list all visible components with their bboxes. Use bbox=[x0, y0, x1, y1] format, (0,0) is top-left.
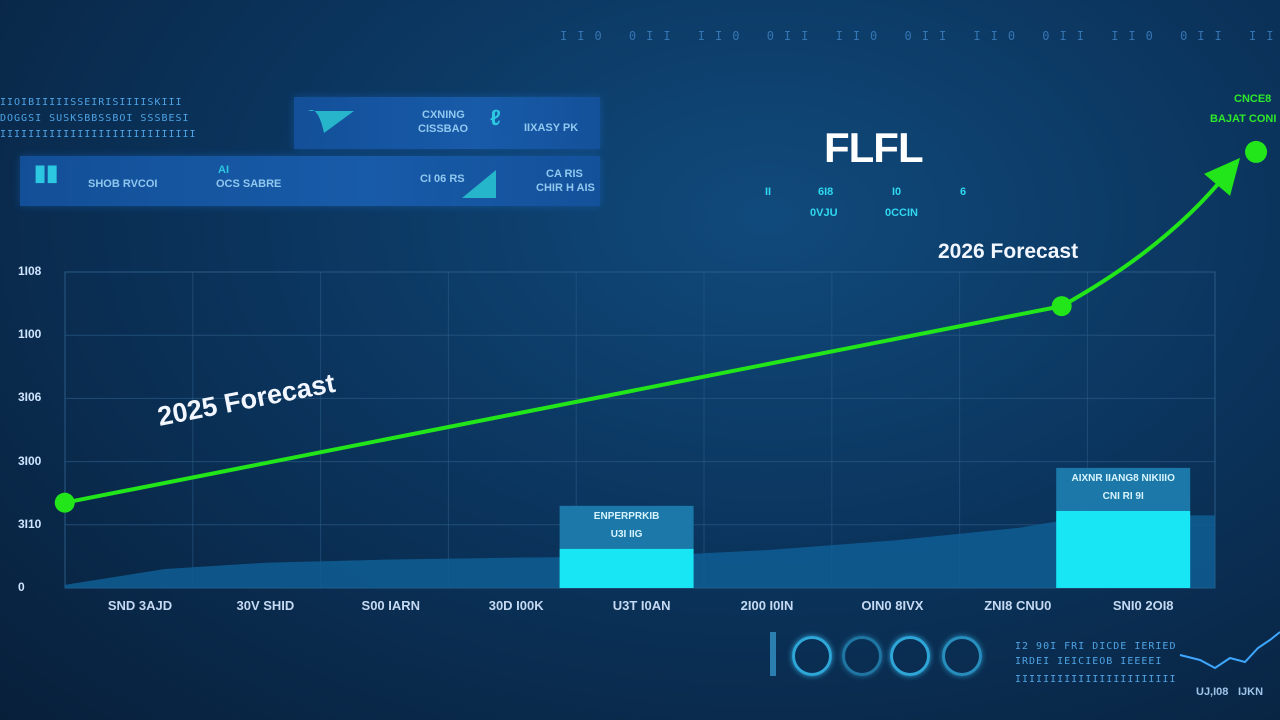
sub-label: 6 bbox=[960, 186, 967, 198]
x-tick-label: SND 3AJD bbox=[107, 598, 173, 613]
divider bbox=[770, 632, 776, 676]
y-tick-label: 1I00 bbox=[18, 327, 42, 342]
bar-label: U3I IIG bbox=[610, 528, 643, 540]
forecast-line-2026 bbox=[1060, 170, 1230, 308]
x-tick-label: ZNI8 CNU0 bbox=[984, 598, 1052, 613]
panel-text: CHIR H AIS bbox=[536, 182, 595, 194]
ticker-line: I2 90I FRI DICDE IERIED bbox=[1015, 641, 1177, 652]
top-right-label: CNCE8 bbox=[1234, 93, 1272, 105]
x-tick-label: OIN0 8IVX bbox=[861, 598, 924, 613]
ticker-line: IIIIIIIIIIIIIIIIIIIIIII bbox=[1015, 674, 1177, 685]
area-series bbox=[64, 515, 1215, 588]
bar bbox=[559, 548, 694, 588]
bottom-right-label: UJ,I08 bbox=[1196, 686, 1229, 698]
chart-icon: ▮▮ bbox=[34, 160, 59, 185]
wave-icon bbox=[308, 109, 354, 133]
forecast-line-2025 bbox=[64, 304, 1063, 505]
signal-icon: ℓ bbox=[490, 105, 501, 130]
panel-text: AI bbox=[218, 164, 229, 176]
panel-text: CISSBAO bbox=[418, 123, 469, 135]
x-tick-label: SNI0 2OI8 bbox=[1112, 598, 1174, 613]
y-tick-label: 3I00 bbox=[18, 453, 42, 468]
bottom-right-label: IJKN bbox=[1238, 686, 1264, 698]
ticker-line: IRDEI IEICIEOB IEEEEI bbox=[1015, 656, 1163, 667]
panel-text: IIXASY PK bbox=[524, 122, 579, 134]
panel-text: CI 06 RS bbox=[420, 173, 465, 185]
annotation-2026-forecast: 2026 Forecast bbox=[938, 240, 1079, 263]
ring-icon bbox=[890, 636, 930, 676]
bar-label: AIXNR IIANG8 NIKIIIO bbox=[1071, 472, 1175, 484]
panel-text: CA RIS bbox=[546, 168, 583, 180]
sub-label: II bbox=[765, 186, 772, 198]
y-tick-label: 1I08 bbox=[18, 264, 42, 278]
sub-label: 0CCIN bbox=[885, 207, 919, 219]
panel-text: CXNING bbox=[422, 109, 465, 121]
top-right-label: BAJAT CONI bbox=[1210, 113, 1277, 125]
ring-icon bbox=[942, 636, 982, 676]
bar bbox=[1056, 510, 1191, 588]
sub-label: I0 bbox=[892, 186, 902, 198]
chart-title: FLFL bbox=[824, 124, 924, 171]
y-tick-label: 3I06 bbox=[18, 390, 42, 405]
bar-label-box bbox=[559, 505, 694, 549]
x-tick-label: 30D I00K bbox=[488, 598, 544, 613]
ticker-line: DOGGSI SUSKSBBSSBOI SSSBESI bbox=[0, 113, 190, 124]
ticker-line: IIIIIIIIIIIIIIIIIIIIIIIIIIII bbox=[0, 129, 197, 140]
ring-icon bbox=[842, 636, 882, 676]
sub-label: 0VJU bbox=[810, 207, 838, 219]
top-ticker: II0 0II II0 0II II0 0II II0 0II II0 0II … bbox=[560, 29, 1280, 43]
arrow-head-icon bbox=[1204, 157, 1241, 196]
data-point bbox=[1051, 296, 1072, 317]
bar-label: CNI RI 9I bbox=[1102, 490, 1144, 502]
y-tick-label: 0 bbox=[18, 580, 25, 594]
panel-text: SHOB RVCOI bbox=[88, 178, 158, 190]
bar-label: ENPERPRKIB bbox=[593, 510, 660, 522]
info-panel-1: CXNING CISSBAO ℓ IIXASY PK bbox=[294, 97, 600, 149]
ring-icon bbox=[792, 636, 832, 676]
bar-label-box bbox=[1056, 467, 1191, 511]
x-tick-label: U3T I0AN bbox=[612, 598, 671, 613]
data-point bbox=[1245, 140, 1268, 163]
x-tick-label: S00 IARN bbox=[361, 598, 421, 613]
y-tick-label: 3I10 bbox=[18, 516, 42, 531]
x-tick-label: 30V SHID bbox=[236, 598, 295, 613]
data-point bbox=[54, 492, 75, 513]
ticker-line: IIOIBIIIIISSEIRISIIIISKIII bbox=[0, 97, 183, 108]
x-tick-label: 2I00 I0IN bbox=[740, 598, 794, 613]
trend-icon bbox=[462, 170, 496, 198]
info-panel-2: ▮▮ SHOB RVCOI AI OCS SABRE CI 06 RS CA R… bbox=[20, 156, 600, 206]
panel-text: OCS SABRE bbox=[216, 178, 282, 190]
sub-label: 6I8 bbox=[818, 186, 834, 198]
